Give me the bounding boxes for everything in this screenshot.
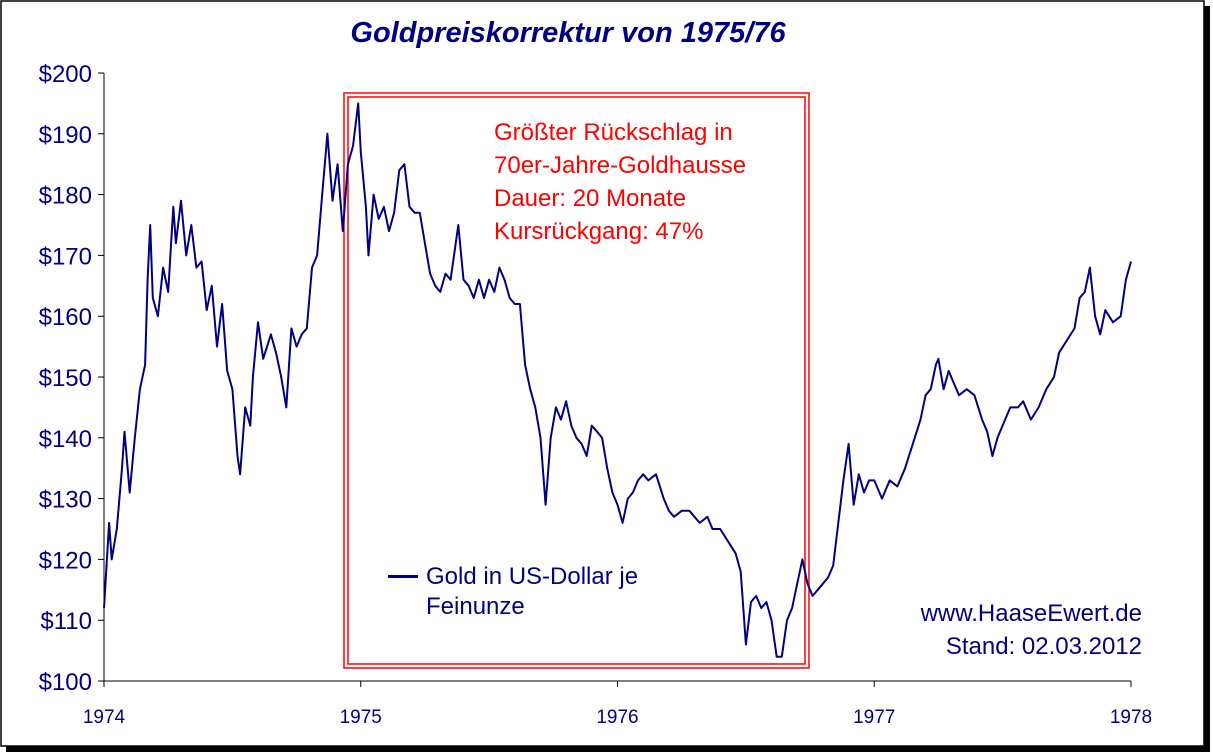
y-tick-label: $110 bbox=[40, 608, 92, 635]
x-tick-label: 1978 bbox=[1110, 707, 1152, 728]
source-note: www.HaaseEwert.de bbox=[920, 600, 1142, 627]
annotation: 70er-Jahre-Goldhausse bbox=[494, 152, 746, 179]
y-tick-label: $170 bbox=[39, 243, 92, 270]
highlight-box bbox=[343, 92, 810, 669]
source-note: Stand: 02.03.2012 bbox=[946, 633, 1142, 660]
x-tick-label: 1976 bbox=[596, 707, 638, 728]
x-tick-label: 1975 bbox=[340, 707, 382, 728]
y-tick-label: $190 bbox=[39, 122, 92, 149]
x-tick-label: 1977 bbox=[853, 707, 895, 728]
y-tick-label: $100 bbox=[39, 669, 92, 696]
y-tick-label: $200 bbox=[39, 61, 92, 88]
annotation: Kursrückgang: 47% bbox=[494, 218, 703, 245]
y-tick-label: $140 bbox=[39, 426, 92, 453]
price-line bbox=[103, 102, 1132, 658]
annotation: Größter Rückschlag in bbox=[494, 119, 733, 146]
y-tick-label: $160 bbox=[39, 304, 92, 331]
y-tick-label: $130 bbox=[39, 487, 92, 514]
frame-shadow bbox=[1204, 6, 1210, 751]
y-tick-label: $150 bbox=[39, 365, 92, 392]
chart-title: Goldpreiskorrektur von 1975/76 bbox=[350, 17, 786, 49]
y-tick-label: $180 bbox=[39, 183, 92, 210]
y-tick-label: $120 bbox=[39, 547, 92, 574]
highlight-box bbox=[347, 96, 806, 665]
legend-swatch bbox=[388, 575, 418, 578]
legend-label: Gold in US-Dollar je Feinunze bbox=[426, 563, 639, 620]
annotation: Dauer: 20 Monate bbox=[494, 185, 686, 212]
frame-shadow bbox=[6, 746, 1210, 752]
legend: Gold in US-Dollar je Feinunze bbox=[388, 562, 641, 622]
x-tick-label: 1974 bbox=[83, 707, 126, 728]
